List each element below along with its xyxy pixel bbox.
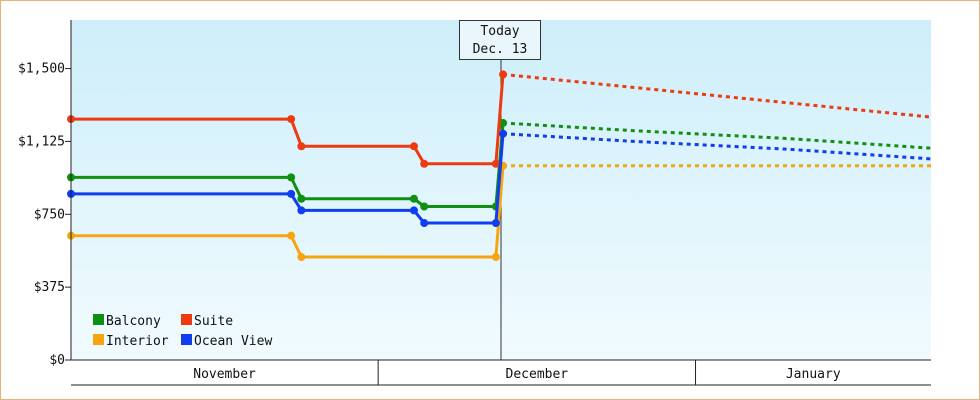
legend-swatch (181, 314, 192, 325)
data-point (499, 70, 508, 79)
data-point (409, 206, 418, 215)
series-line-forecast (502, 121, 932, 150)
data-point (499, 118, 508, 127)
data-point (297, 142, 306, 151)
data-point (420, 219, 429, 228)
today-callout: Today Dec. 13 (459, 20, 541, 60)
y-tick-label: $375 (34, 280, 65, 295)
data-point (287, 231, 296, 240)
y-tick-label: $1,500 (18, 62, 65, 77)
data-point (420, 159, 429, 168)
legend-swatch (93, 314, 104, 325)
y-tick-label: $750 (34, 207, 65, 222)
data-point (491, 219, 500, 228)
legend-label: Balcony (106, 314, 161, 329)
month-label: January (786, 367, 841, 382)
data-point (287, 173, 296, 182)
data-point (491, 159, 500, 168)
series-line-forecast (502, 132, 932, 161)
y-tick-label: $1,125 (18, 134, 65, 149)
legend-label: Ocean View (194, 334, 272, 349)
legend-swatch (181, 334, 192, 345)
data-point (491, 253, 500, 262)
month-label: December (506, 367, 569, 382)
data-point (499, 129, 508, 138)
data-point (409, 194, 418, 203)
today-date: Dec. 13 (472, 42, 528, 57)
legend-label: Interior (106, 334, 169, 349)
today-label: Today (480, 24, 520, 39)
data-point (409, 142, 418, 151)
data-point (297, 206, 306, 215)
data-point (420, 202, 429, 211)
data-point (297, 253, 306, 262)
month-label: November (193, 367, 256, 382)
y-tick-label: $0 (49, 353, 65, 368)
legend-label: Suite (194, 314, 233, 329)
data-point (287, 115, 296, 124)
legend-swatch (93, 334, 104, 345)
data-point (297, 194, 306, 203)
data-point (287, 189, 296, 198)
